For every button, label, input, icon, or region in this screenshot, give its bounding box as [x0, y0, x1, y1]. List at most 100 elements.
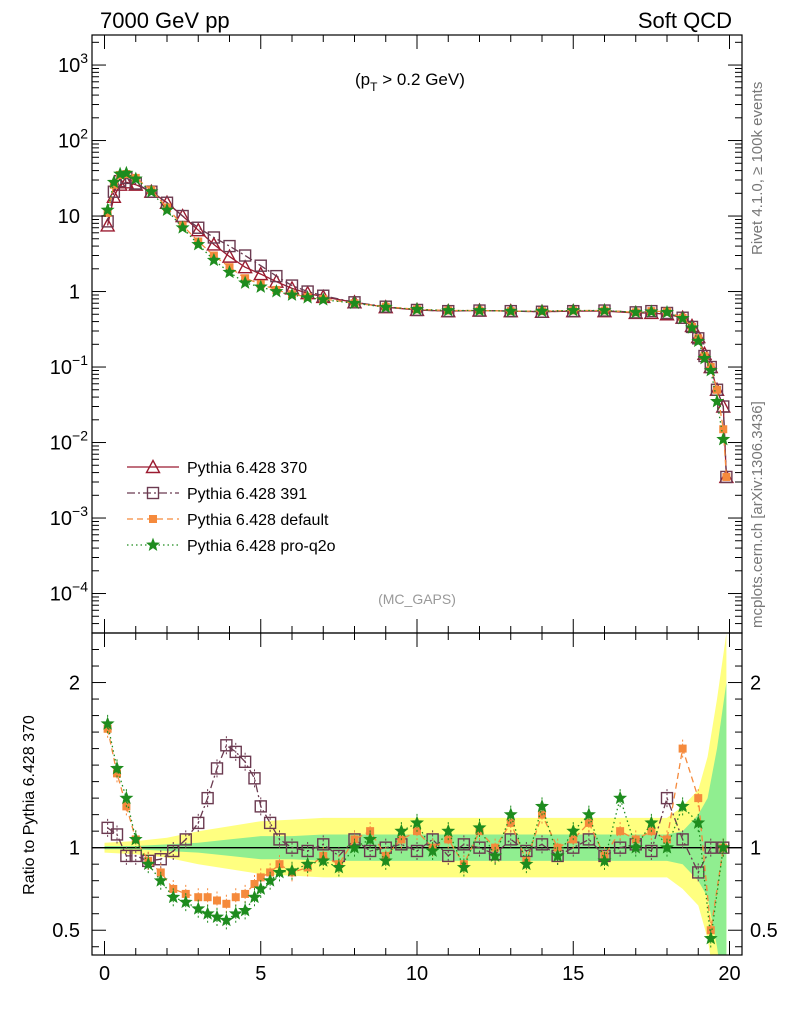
main-point: [223, 239, 236, 253]
ratio-point: [394, 823, 409, 838]
main-point: [316, 292, 331, 306]
main-point: [119, 165, 134, 180]
main-y-tick-label: 102: [58, 126, 88, 153]
ratio-point: [248, 772, 261, 785]
ratio-point: [153, 873, 168, 887]
ratio-point: [645, 844, 658, 858]
plot-title-right: Soft QCD: [638, 8, 732, 33]
legend-entry: Pythia 6.428 391: [127, 486, 307, 503]
ratio-point: [442, 849, 455, 863]
ratio-point: [550, 848, 565, 862]
legend-entry: Pythia 6.428 pro-q2o: [127, 537, 336, 555]
main-point: [238, 275, 253, 289]
ratio-point: [101, 821, 114, 835]
ratio-point: [272, 865, 287, 879]
main-point: [206, 236, 222, 251]
ratio-x-tick-label: 20: [718, 963, 740, 985]
ratio-point: [167, 844, 180, 858]
ratio-point: [241, 889, 250, 898]
ratio-ylabel: Ratio to Pythia 6.428 370: [21, 715, 38, 895]
main-plot-layer: [99, 165, 735, 484]
main-point: [472, 303, 487, 317]
side-label-top: Rivet 4.1.0, ≥ 100k events: [749, 82, 766, 255]
ratio-point: [473, 841, 486, 854]
main-point: [100, 202, 115, 216]
main-point: [221, 248, 238, 263]
ratio-point: [219, 912, 234, 927]
ratio-point: [179, 833, 192, 846]
main-point: [128, 176, 144, 191]
ratio-x-tick-label: 10: [406, 963, 428, 985]
main-series-2: [103, 170, 731, 481]
ratio-point: [660, 840, 674, 854]
ratio-point: [201, 791, 214, 805]
main-point: [175, 220, 190, 234]
legend-label: Pythia 6.428 pro-q2o: [187, 538, 336, 555]
ratio-point: [203, 893, 212, 902]
ratio-point: [192, 816, 205, 830]
ratio-point: [616, 827, 625, 836]
ratio-point: [285, 841, 299, 854]
main-y-tick-label: 1: [69, 282, 80, 304]
ratio-point: [504, 833, 517, 846]
legend-marker: [146, 537, 160, 551]
main-point: [237, 259, 253, 274]
ratio-frame: [91, 632, 743, 956]
ratio-point: [110, 761, 124, 775]
ratio-point: [285, 863, 299, 877]
main-series-1: [101, 171, 733, 484]
ratio-point: [704, 841, 717, 854]
ratio-point: [503, 807, 518, 821]
main-point: [535, 303, 549, 318]
main-point: [644, 304, 659, 318]
main-point: [191, 237, 206, 251]
ratio-point: [457, 838, 471, 851]
analysis-tag: (MC_GAPS): [378, 591, 456, 607]
ratio-plot-layer: [100, 714, 731, 948]
ratio-y-tick-label-left: 0.5: [52, 920, 80, 942]
ratio-point: [254, 800, 267, 813]
ratio-point: [316, 853, 331, 867]
ratio-point: [210, 762, 224, 775]
main-point: [722, 472, 731, 481]
main-point: [222, 264, 237, 279]
main-point: [253, 279, 268, 293]
main-point: [207, 231, 221, 244]
ratio-point: [535, 799, 549, 813]
ratio-point: [716, 840, 731, 854]
main-y-tick-label: 10−1: [50, 352, 88, 379]
ratio-point: [676, 833, 689, 846]
ratio-point: [660, 791, 674, 805]
main-point: [254, 259, 267, 272]
ratio-point: [644, 815, 659, 829]
ratio-point: [472, 820, 487, 834]
ratio-y-tick-label-left: 2: [69, 673, 80, 695]
ratio-point: [613, 790, 628, 805]
ratio-point: [613, 841, 627, 854]
main-point: [347, 295, 362, 310]
ratio-point: [213, 896, 221, 905]
main-series-3: [100, 165, 731, 446]
ratio-point: [694, 794, 703, 803]
main-point: [300, 290, 315, 304]
ratio-point: [678, 744, 687, 753]
ratio-point: [194, 893, 203, 902]
ratio-point: [238, 755, 252, 768]
ratio-point: [229, 745, 242, 759]
main-point: [206, 252, 221, 267]
ratio-y-tick-label-right: 1: [750, 838, 761, 860]
legend: Pythia 6.428 370 Pythia 6.428 391 Pythia 6…: [127, 459, 336, 555]
legend-label: Pythia 6.428 391: [187, 486, 307, 503]
main-point: [270, 269, 283, 283]
main-point: [441, 303, 456, 317]
main-point: [713, 385, 721, 394]
ratio-point: [250, 879, 259, 888]
ratio-point: [228, 906, 243, 920]
ratio-point: [120, 849, 133, 863]
ratio-point: [425, 843, 440, 857]
ratio-y-tick-label-right: 2: [750, 673, 761, 695]
main-point: [106, 174, 121, 189]
ratio-point: [100, 716, 115, 730]
main-point: [716, 432, 731, 446]
ratio-point: [581, 807, 596, 821]
